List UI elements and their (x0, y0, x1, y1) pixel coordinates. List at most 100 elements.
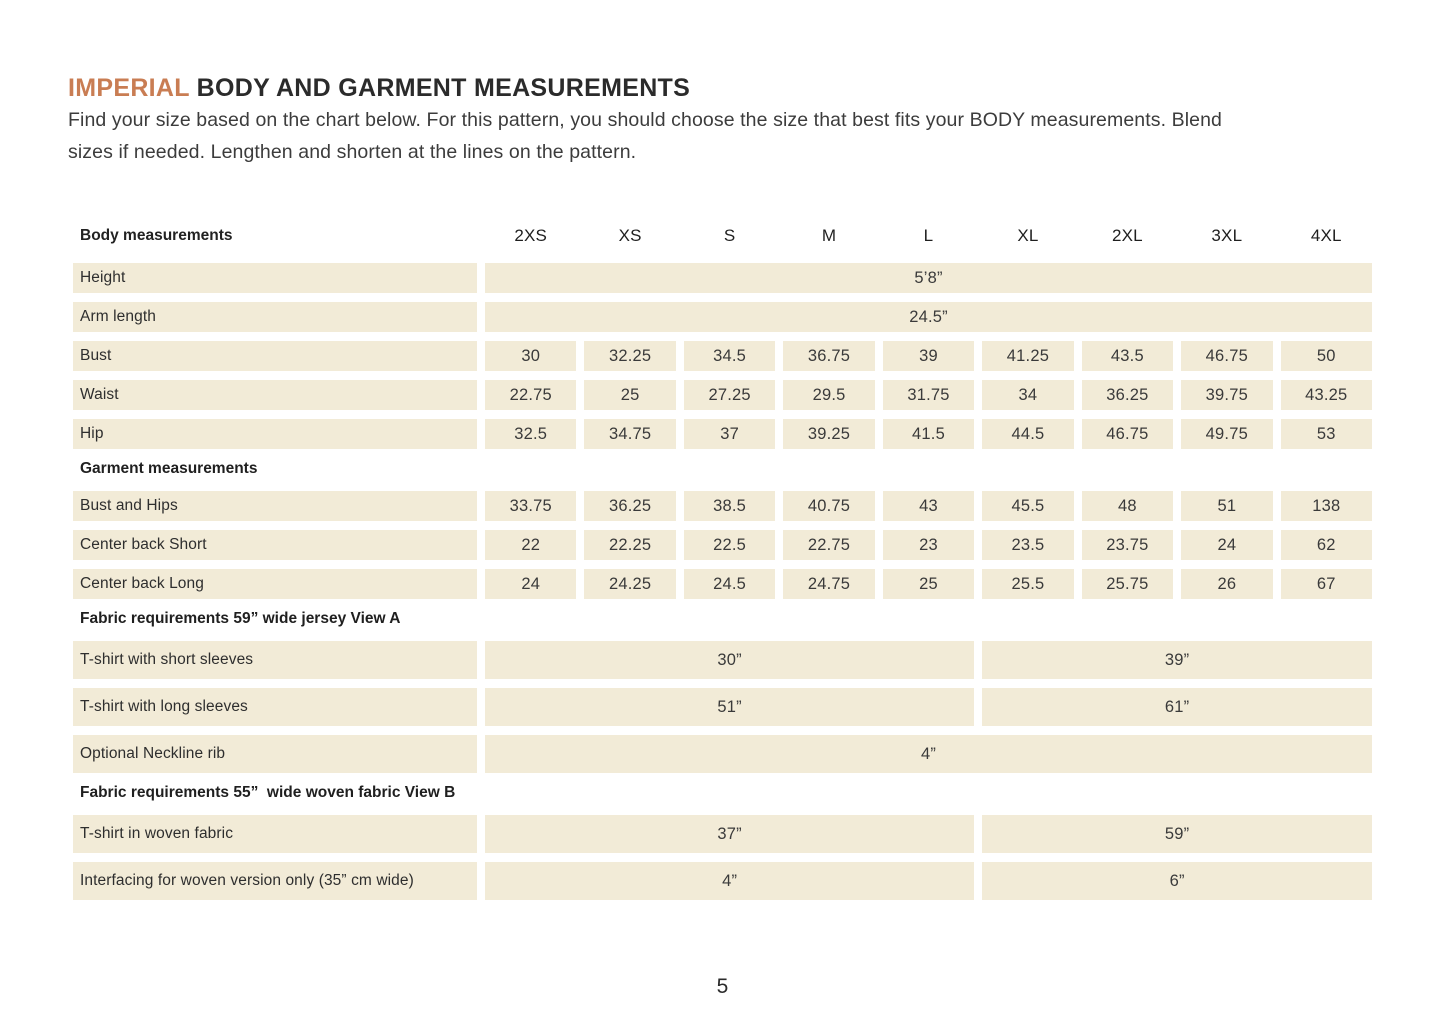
measurement-cell: 29.5 (783, 380, 875, 410)
size-column-header-2xs: 2XS (514, 226, 548, 245)
page-title-highlight: IMPERIAL (68, 74, 190, 102)
page-title-rest: BODY AND GARMENT MEASUREMENTS (189, 74, 691, 102)
measurement-cell: 36.75 (783, 341, 875, 371)
size-column-header-4xl: 4XL (1310, 226, 1342, 245)
size-column-header-3xl: 3XL (1211, 226, 1243, 245)
table-row: T-shirt in woven fabric 37” 59” (73, 815, 1372, 853)
table-row: Interfacing for woven version only (35” … (73, 862, 1372, 900)
section-header: Fabric requirements 59” wide jersey View… (80, 610, 401, 627)
measurement-cell: 24.25 (584, 569, 676, 599)
measurement-cell: 46.75 (1081, 419, 1174, 449)
measurement-cell: 34 (982, 380, 1074, 410)
row-label: T-shirt with long sleeves (73, 688, 477, 726)
measurement-cell: 25.75 (1081, 569, 1174, 599)
measurement-cell: 48 (1081, 491, 1174, 521)
size-column-header-s: S (723, 226, 736, 245)
measurement-cell-fullspan: 24.5” (485, 302, 1372, 332)
measurement-cell-fullspan: 4” (485, 735, 1372, 773)
table-row: Arm length 24.5” (73, 302, 1372, 332)
measurement-cell: 41.25 (982, 341, 1074, 371)
measurement-cell: 50 (1280, 341, 1372, 371)
measurement-cell: 23 (882, 530, 975, 560)
size-column-header-xl: XL (1017, 226, 1039, 245)
measurement-cell: 23.5 (982, 530, 1074, 560)
table-row: Center back Short 22 22.25 22.5 22.75 23 23.5 2… (73, 530, 1372, 560)
measurement-cell-span-left: 51” (485, 688, 975, 726)
table-header-row: Body measurements 2XS XS S M L XL 2XL 3XL 4XL (73, 222, 1372, 250)
row-label: Optional Neckline rib (73, 735, 477, 773)
measurement-cell-span-right: 61” (982, 688, 1372, 726)
measurement-cell-span-right: 6” (982, 862, 1372, 900)
measurement-cell: 22 (485, 530, 577, 560)
measurement-cell: 25 (584, 380, 676, 410)
measurement-cell: 25.5 (982, 569, 1074, 599)
measurement-cell: 24 (1181, 530, 1273, 560)
row-label: Center back Short (73, 530, 477, 560)
page-title: IMPERIAL BODY AND GARMENT MEASUREMENTS (68, 74, 690, 103)
measurement-cell: 27.25 (683, 380, 776, 410)
measurement-cell: 39.25 (783, 419, 875, 449)
table-row: Optional Neckline rib 4” (73, 735, 1372, 773)
row-label: Center back Long (73, 569, 477, 599)
row-label: Hip (73, 419, 477, 449)
measurement-cell: 32.5 (485, 419, 577, 449)
measurement-cell: 45.5 (982, 491, 1074, 521)
section-header: Fabric requirements 55” wide woven fabri… (80, 784, 456, 801)
measurement-cell: 24.75 (783, 569, 875, 599)
table-row: Bust 30 32.25 34.5 36.75 39 41.25 43.5 46.75 50 (73, 341, 1372, 371)
measurement-cell: 34.5 (683, 341, 776, 371)
measurement-cell-span-left: 37” (485, 815, 975, 853)
measurement-cell: 24 (485, 569, 577, 599)
measurement-cell: 43 (882, 491, 975, 521)
measurement-cell-span-right: 39” (982, 641, 1372, 679)
measurement-cell: 138 (1280, 491, 1372, 521)
page-number: 5 (716, 975, 729, 998)
size-column-header-xs: XS (618, 226, 642, 245)
measurement-cell: 67 (1280, 569, 1372, 599)
measurement-cell: 51 (1181, 491, 1273, 521)
measurement-cell: 43.25 (1280, 380, 1372, 410)
measurement-cell: 30 (485, 341, 577, 371)
measurement-cell: 25 (882, 569, 975, 599)
row-label: Bust and Hips (73, 491, 477, 521)
row-label: Interfacing for woven version only (35” … (73, 862, 477, 900)
measurement-cell: 40.75 (783, 491, 875, 521)
table-header-label: Body measurements (80, 227, 233, 244)
measurement-cell: 33.75 (485, 491, 577, 521)
measurement-cell: 37 (683, 419, 776, 449)
measurement-cell: 44.5 (982, 419, 1074, 449)
section-row: Fabric requirements 59” wide jersey View… (73, 608, 1372, 630)
size-column-header-2xl: 2XL (1111, 226, 1143, 245)
row-label: Bust (73, 341, 477, 371)
measurement-table: Body measurements 2XS XS S M L XL 2XL 3XL 4XL Heig… (73, 222, 1372, 909)
table-row: Center back Long 24 24.25 24.5 24.75 25 25.5 25… (73, 569, 1372, 599)
measurement-cell: 22.75 (783, 530, 875, 560)
measurement-cell: 22.75 (485, 380, 577, 410)
section-row: Fabric requirements 55” wide woven fabri… (73, 782, 1372, 804)
measurement-cell: 32.25 (584, 341, 676, 371)
measurement-cell: 36.25 (584, 491, 676, 521)
measurement-cell: 43.5 (1081, 341, 1174, 371)
measurement-cell: 53 (1280, 419, 1372, 449)
measurement-cell: 49.75 (1181, 419, 1273, 449)
measurement-cell: 34.75 (584, 419, 676, 449)
row-label: Height (73, 263, 477, 293)
measurement-cell: 36.25 (1081, 380, 1174, 410)
measurement-cell: 24.5 (683, 569, 776, 599)
table-row: Hip 32.5 34.75 37 39.25 41.5 44.5 46.75 49.75 53 (73, 419, 1372, 449)
table-row: Height 5’8” (73, 263, 1372, 293)
measurement-cell: 31.75 (882, 380, 975, 410)
measurement-cell: 39 (882, 341, 975, 371)
row-label: Waist (73, 380, 477, 410)
table-row: T-shirt with short sleeves 30” 39” (73, 641, 1372, 679)
table-row: Bust and Hips 33.75 36.25 38.5 40.75 43 45.5 48… (73, 491, 1372, 521)
table-row: T-shirt with long sleeves 51” 61” (73, 688, 1372, 726)
table-row: Waist 22.75 25 27.25 29.5 31.75 34 36.25 39.75 43… (73, 380, 1372, 410)
measurement-cell: 22.5 (683, 530, 776, 560)
measurement-cell: 22.25 (584, 530, 676, 560)
row-label: Arm length (73, 302, 477, 332)
measurement-cell-span-right: 59” (982, 815, 1372, 853)
section-row: Garment measurements (73, 458, 1372, 480)
measurement-cell: 39.75 (1181, 380, 1273, 410)
